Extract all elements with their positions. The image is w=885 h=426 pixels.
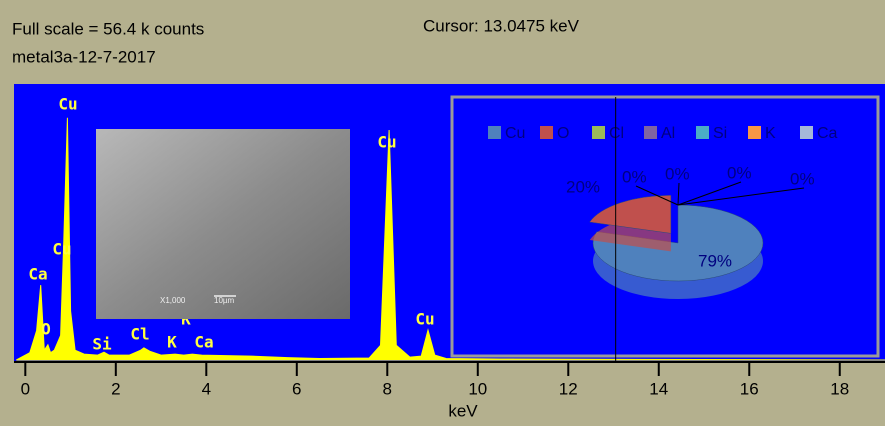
pie-value-label: 0% — [665, 164, 690, 183]
pie-value-label: 20% — [566, 177, 600, 196]
leader-line — [677, 182, 680, 206]
x-tick-label: 10 — [468, 379, 487, 398]
x-tick-label: 12 — [559, 379, 578, 398]
x-tick-label: 18 — [830, 379, 849, 398]
legend-label: Cu — [505, 125, 525, 142]
x-tick-label: 6 — [292, 379, 301, 398]
pie-value-label: 0% — [790, 169, 815, 188]
x-tick-label: 8 — [383, 379, 392, 398]
sample-name: metal3a-12-7-2017 — [12, 47, 156, 66]
legend-swatch — [540, 126, 553, 139]
legend-swatch — [592, 126, 605, 139]
leader-line — [677, 181, 742, 206]
legend-swatch — [488, 126, 501, 139]
legend-label: Cl — [609, 125, 624, 142]
pie-slice — [592, 204, 764, 282]
legend-swatch — [748, 126, 761, 139]
peak-label: Cl — [130, 325, 149, 344]
x-tick-label: 0 — [21, 379, 30, 398]
x-tick-label: 16 — [740, 379, 759, 398]
legend-swatch — [696, 126, 709, 139]
x-axis-label: keV — [448, 401, 478, 420]
leader-line — [677, 187, 805, 206]
peak-label: Ca — [194, 333, 213, 352]
peak-label: K — [167, 333, 177, 352]
peak-label: Cu — [58, 95, 77, 114]
full-scale: Full scale = 56.4 k counts — [12, 19, 204, 38]
peak-label: Cu — [415, 310, 434, 329]
sem-image — [96, 129, 350, 319]
x-tick-label: 4 — [202, 379, 211, 398]
cursor-readout: Cursor: 13.0475 keV — [423, 16, 580, 35]
legend-swatch — [644, 126, 657, 139]
sem-magnification: X1,000 — [160, 296, 186, 305]
x-tick-label: 14 — [649, 379, 668, 398]
peak-label: Ca — [28, 265, 47, 284]
pie-value-label: 0% — [622, 167, 647, 186]
legend-label: K — [765, 125, 776, 142]
x-tick-label: 2 — [111, 379, 120, 398]
pie-value-label: 0% — [727, 163, 752, 182]
peak-label: Cu — [52, 240, 71, 259]
peak-label: Cu — [377, 133, 396, 152]
peak-label: O — [41, 320, 51, 339]
peak-label: Si — [92, 335, 112, 354]
legend-swatch — [800, 126, 813, 139]
legend-label: Ca — [817, 125, 838, 142]
pie-value-label: 79% — [698, 251, 732, 270]
legend-label: Si — [713, 125, 727, 142]
leader-line — [635, 185, 679, 206]
legend-label: O — [557, 125, 569, 142]
pie-slice — [589, 195, 672, 234]
sem-scale: 10µm — [214, 296, 235, 305]
spectrum-area — [16, 117, 885, 361]
legend-label: Al — [661, 125, 675, 142]
